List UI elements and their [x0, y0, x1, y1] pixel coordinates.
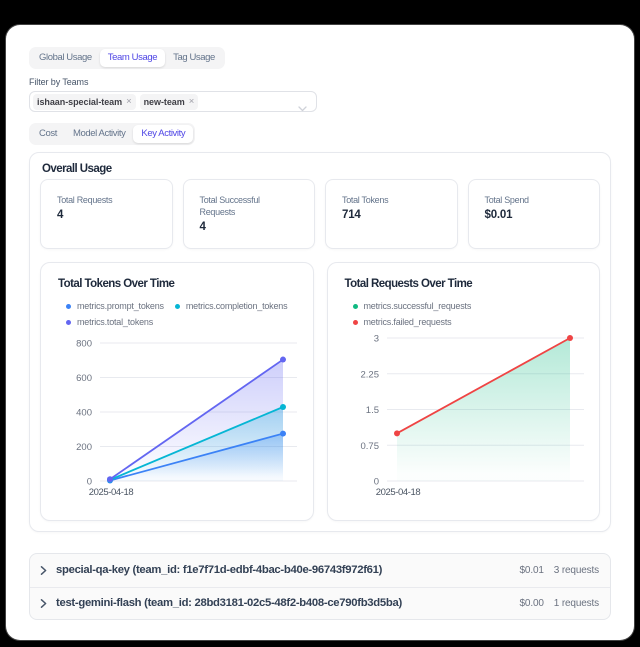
team-chip[interactable]: ishaan-special-team × — [33, 93, 136, 110]
keys-accordion: special-qa-key (team_id: f1e7f71d-edbf-4… — [29, 553, 611, 620]
stat-total-requests: Total Requests 4 — [40, 179, 173, 249]
tab-cost[interactable]: Cost — [39, 128, 57, 139]
tokens-chart-legend: metrics.prompt_tokens metrics.completion… — [58, 298, 296, 330]
svg-text:800: 800 — [76, 339, 92, 350]
legend-item: metrics.completion_tokens — [174, 301, 288, 311]
stat-value: 4 — [57, 209, 64, 221]
requests-chart-legend: metrics.successful_requests metrics.fail… — [345, 298, 583, 330]
usage-tabs: Global Usage Team Usage Tag Usage — [29, 47, 225, 69]
legend-item: metrics.successful_requests — [352, 301, 472, 311]
stat-total-tokens: Total Tokens 714 — [325, 179, 458, 249]
stat-total-spend: Total Spend $0.01 — [467, 179, 600, 249]
legend-label: metrics.completion_tokens — [185, 301, 288, 311]
overall-usage-card: Overall Usage Total Requests 4 Total Suc… — [29, 152, 611, 532]
team-chip-label: ishaan-special-team — [37, 96, 123, 107]
dashboard-panel: Global Usage Team Usage Tag Usage Filter… — [6, 25, 634, 640]
stats-row: Total Requests 4 Total Successful Reques… — [40, 179, 600, 249]
key-name: test-gemini-flash (team_id: 28bd3181-02c… — [56, 597, 402, 610]
svg-text:2025-04-18: 2025-04-18 — [375, 487, 420, 498]
requests-chart-title: Total Requests Over Time — [344, 278, 473, 290]
chevron-down-icon — [298, 99, 307, 117]
tokens-chart-title: Total Tokens Over Time — [58, 278, 175, 290]
legend-dot — [66, 319, 71, 325]
chevron-right-icon[interactable] — [40, 598, 47, 608]
tab-model-activity[interactable]: Model Activity — [72, 128, 126, 139]
svg-text:400: 400 — [76, 408, 92, 419]
key-name: special-qa-key (team_id: f1e7f71d-edbf-4… — [56, 564, 383, 577]
remove-chip-icon[interactable]: × — [126, 96, 132, 107]
activity-tabs: Cost Model Activity Key Activity — [29, 123, 196, 145]
key-row-test-gemini-flash[interactable]: test-gemini-flash (team_id: 28bd3181-02c… — [30, 586, 610, 620]
tab-key-activity[interactable]: Key Activity — [133, 125, 194, 143]
team-chip-label: new-team — [143, 96, 185, 107]
svg-text:0: 0 — [373, 477, 378, 488]
stat-label: Total Tokens — [342, 195, 389, 205]
stat-label: Total Requests — [57, 195, 113, 205]
chevron-right-icon[interactable] — [40, 565, 47, 575]
key-spend: $0.00 — [519, 597, 544, 609]
stat-value: 714 — [342, 209, 361, 221]
legend-dot — [66, 303, 71, 309]
legend-item: metrics.prompt_tokens — [66, 301, 164, 311]
key-row-special-qa-key[interactable]: special-qa-key (team_id: f1e7f71d-edbf-4… — [30, 554, 610, 587]
tab-team-usage[interactable]: Team Usage — [99, 49, 166, 67]
requests-area-chart: 0 0.75 1.5 2.25 3 2025-04-18 — [360, 334, 584, 498]
svg-text:2.25: 2.25 — [360, 369, 379, 380]
svg-text:1.5: 1.5 — [365, 405, 378, 416]
legend-dot — [352, 319, 358, 325]
remove-chip-icon[interactable]: × — [188, 96, 195, 107]
legend-item: metrics.failed_requests — [352, 317, 452, 327]
tokens-area-chart: 0 200 400 600 800 2025-04-18 — [76, 339, 297, 498]
tokens-chart-card: Total Tokens Over Time metrics.prompt_to… — [40, 262, 314, 521]
legend-label: metrics.total_tokens — [77, 317, 154, 327]
requests-chart-card: Total Requests Over Time metrics.success… — [326, 262, 600, 521]
tab-global-usage[interactable]: Global Usage — [39, 52, 92, 63]
overall-usage-title: Overall Usage — [42, 163, 112, 175]
legend-label: metrics.failed_requests — [363, 317, 452, 327]
filter-by-teams-label: Filter by Teams — [29, 77, 89, 87]
charts-row: Total Tokens Over Time metrics.prompt_to… — [40, 262, 600, 521]
svg-text:0.75: 0.75 — [360, 441, 379, 452]
legend-dot — [352, 303, 358, 309]
svg-text:3: 3 — [373, 334, 378, 345]
legend-dot — [174, 303, 180, 309]
key-spend: $0.01 — [519, 564, 544, 576]
key-requests: 1 requests — [553, 597, 599, 609]
dashboard-content: Global Usage Team Usage Tag Usage Filter… — [6, 25, 634, 640]
team-chip[interactable]: new-team × — [139, 93, 199, 110]
svg-text:0: 0 — [87, 477, 92, 488]
svg-text:200: 200 — [76, 442, 92, 453]
legend-label: metrics.successful_requests — [363, 301, 472, 311]
stat-value: 4 — [199, 221, 206, 233]
stat-value: $0.01 — [484, 209, 513, 221]
key-requests: 3 requests — [553, 564, 599, 576]
stat-label: Total Spend — [484, 195, 530, 205]
stat-label: Total Successful Requests — [199, 195, 261, 217]
stat-total-successful-requests: Total Successful Requests 4 — [182, 179, 315, 249]
svg-text:600: 600 — [76, 373, 92, 384]
svg-text:2025-04-18: 2025-04-18 — [89, 487, 134, 498]
legend-label: metrics.prompt_tokens — [77, 301, 164, 311]
teams-multiselect[interactable]: ishaan-special-team × new-team × — [29, 91, 317, 112]
legend-item: metrics.total_tokens — [66, 317, 153, 327]
tab-tag-usage[interactable]: Tag Usage — [173, 52, 215, 63]
